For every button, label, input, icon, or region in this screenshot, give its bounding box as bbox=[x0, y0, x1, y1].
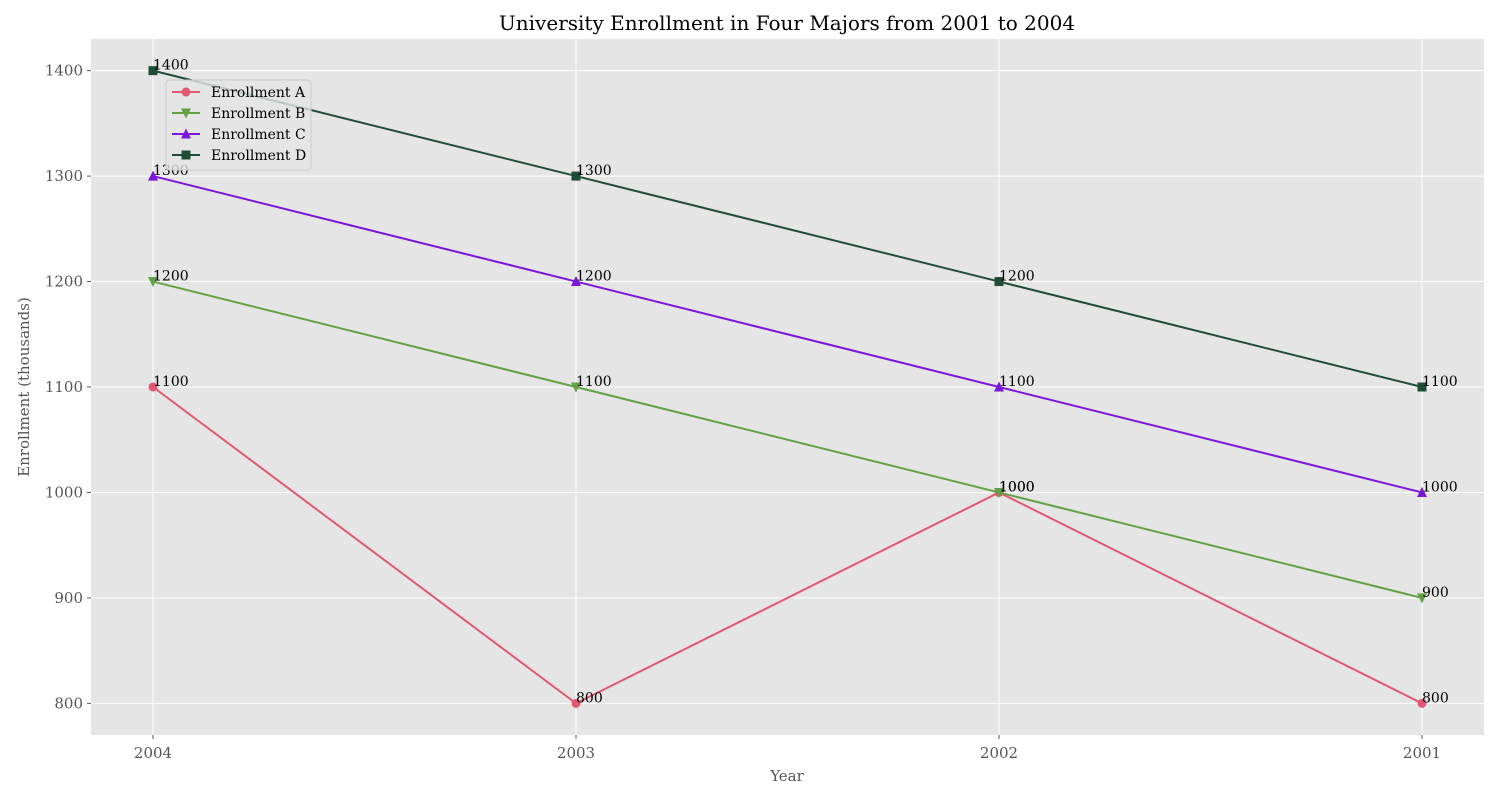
data-label: 1000 bbox=[1422, 479, 1458, 495]
data-point bbox=[571, 698, 581, 708]
data-point bbox=[571, 171, 581, 181]
data-labels: 1100 800 1000 800 1200 1100 1000 900 1300 1200 110… bbox=[153, 58, 1458, 707]
legend-marker bbox=[181, 150, 191, 160]
data-label: 1100 bbox=[153, 374, 189, 390]
series-enrollment-c bbox=[148, 170, 1427, 497]
legend-item: Enrollment A bbox=[172, 85, 306, 101]
legend-item: Enrollment C bbox=[172, 127, 306, 143]
y-tick-label: 1200 bbox=[45, 273, 83, 291]
data-label: 1200 bbox=[153, 269, 189, 285]
data-label: 800 bbox=[576, 690, 603, 706]
series-layer bbox=[148, 66, 1427, 708]
y-tick-label: 1300 bbox=[45, 167, 83, 185]
data-point bbox=[1417, 593, 1427, 604]
data-label: 1200 bbox=[999, 269, 1035, 285]
series-line bbox=[152, 280, 1423, 599]
x-tick-label: 2001 bbox=[1403, 744, 1441, 762]
y-tick-label: 1400 bbox=[45, 62, 83, 80]
legend-marker bbox=[181, 108, 191, 119]
data-label: 1400 bbox=[153, 58, 189, 74]
x-tick-label: 2004 bbox=[134, 744, 172, 762]
y-tick-label: 900 bbox=[54, 589, 83, 607]
series-line bbox=[152, 386, 1423, 705]
x-axis-ticks: 2004 2003 2002 2001 bbox=[134, 735, 1441, 762]
legend-label: Enrollment A bbox=[211, 85, 306, 101]
data-label: 900 bbox=[1422, 585, 1449, 601]
legend-label: Enrollment D bbox=[211, 148, 306, 164]
legend-item: Enrollment B bbox=[172, 106, 305, 122]
data-label: 1100 bbox=[999, 374, 1035, 390]
series-line bbox=[152, 175, 1423, 494]
legend-label: Enrollment C bbox=[211, 127, 306, 143]
series-line bbox=[152, 69, 1423, 388]
x-tick-label: 2003 bbox=[557, 744, 595, 762]
series-enrollment-d bbox=[148, 66, 1427, 392]
series-enrollment-b bbox=[148, 277, 1427, 604]
legend-box bbox=[165, 79, 312, 171]
data-label: 1300 bbox=[576, 163, 612, 179]
y-axis-ticks: 800 900 1000 1100 1200 1300 1400 bbox=[45, 62, 91, 712]
legend-marker bbox=[181, 87, 191, 97]
x-axis-label: Year bbox=[769, 767, 804, 785]
data-point bbox=[571, 276, 581, 287]
y-tick-label: 1000 bbox=[45, 483, 83, 501]
data-point bbox=[148, 66, 158, 76]
legend-label: Enrollment B bbox=[211, 106, 305, 122]
legend-marker bbox=[181, 128, 191, 139]
y-tick-label: 800 bbox=[54, 694, 83, 712]
data-label: 1000 bbox=[999, 479, 1035, 495]
legend-item: Enrollment D bbox=[172, 148, 306, 164]
data-point bbox=[994, 487, 1004, 498]
data-point bbox=[148, 170, 158, 181]
data-point bbox=[1417, 382, 1427, 392]
data-point bbox=[1417, 486, 1427, 497]
data-point bbox=[994, 381, 1004, 392]
data-label: 1000 bbox=[999, 479, 1035, 495]
chart-title: University Enrollment in Four Majors fro… bbox=[499, 11, 1075, 35]
legend: Enrollment A Enrollment B Enrollment C Enro… bbox=[165, 79, 312, 171]
y-axis-label: Enrollment (thousands) bbox=[15, 297, 33, 477]
y-tick-label: 1100 bbox=[45, 378, 83, 396]
data-label: 800 bbox=[1422, 690, 1449, 706]
data-point bbox=[994, 277, 1004, 287]
data-point bbox=[571, 382, 581, 393]
data-point bbox=[1417, 698, 1427, 708]
data-point bbox=[148, 382, 158, 392]
x-tick-label: 2002 bbox=[980, 744, 1018, 762]
data-label: 1100 bbox=[576, 374, 612, 390]
data-label: 1100 bbox=[1422, 374, 1458, 390]
data-point bbox=[148, 277, 158, 288]
data-label: 1200 bbox=[576, 269, 612, 285]
